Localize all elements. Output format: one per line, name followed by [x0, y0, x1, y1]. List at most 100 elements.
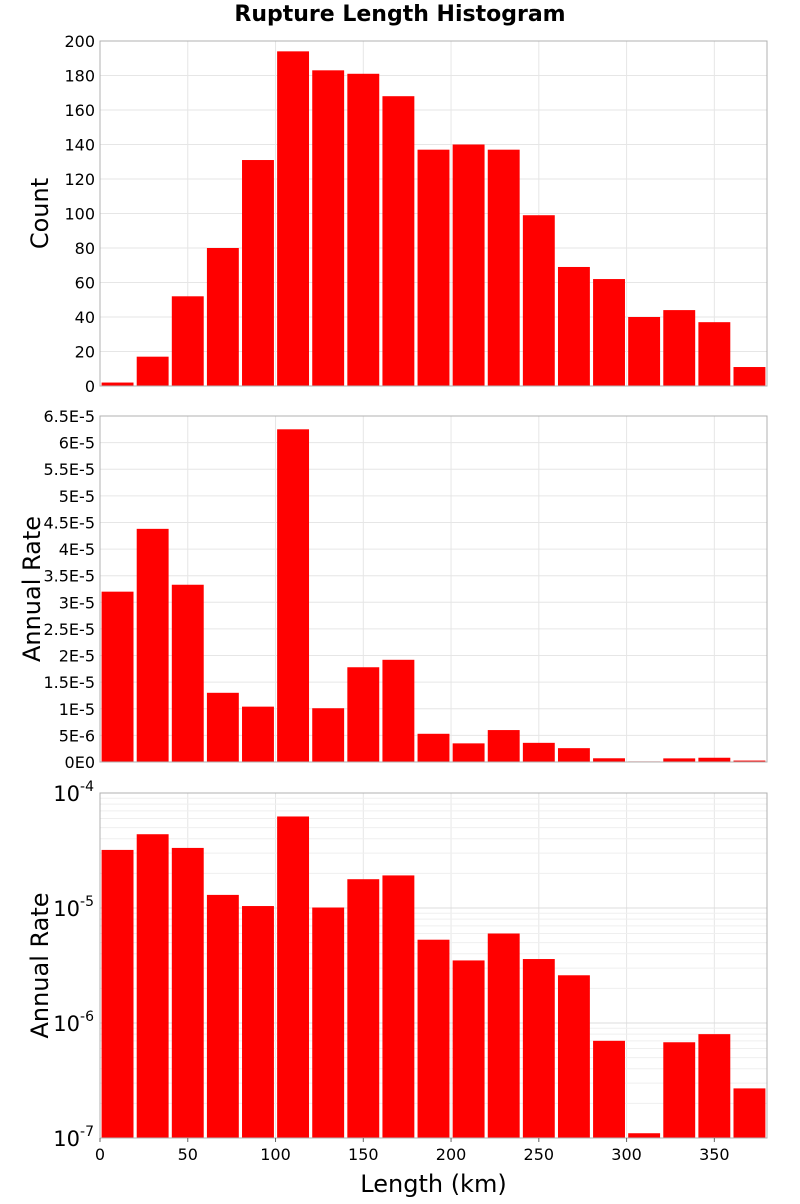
bar	[136, 834, 169, 1138]
bar	[312, 70, 345, 386]
bar	[593, 758, 625, 762]
y-tick-label: 2.5E-5	[43, 620, 95, 639]
bar	[101, 382, 134, 386]
y-tick-label: 6E-5	[59, 434, 95, 453]
bar	[557, 748, 590, 762]
bars	[101, 51, 766, 387]
y-tick-label: 140	[64, 136, 95, 155]
y-tick-label: 10-5	[53, 894, 94, 921]
bar	[382, 659, 415, 762]
bar	[733, 1088, 766, 1138]
bar	[487, 933, 520, 1138]
y-tick-label: 0	[85, 377, 95, 396]
y-axis-label: Annual Rate	[18, 516, 46, 662]
bars	[101, 429, 766, 762]
bar	[171, 296, 204, 386]
y-tick-label: 5.5E-5	[43, 460, 95, 479]
bar	[663, 758, 696, 762]
bar	[206, 692, 239, 762]
y-axis-label: Annual Rate	[26, 892, 54, 1038]
x-tick-label: 100	[260, 1145, 291, 1164]
bar	[452, 960, 485, 1138]
y-tick-label: 1E-5	[59, 700, 95, 719]
bar	[452, 743, 485, 762]
bar	[452, 144, 485, 386]
bar	[171, 847, 204, 1138]
bar	[417, 733, 450, 762]
y-tick-label: 120	[64, 170, 95, 189]
bar	[417, 939, 450, 1138]
y-tick-label: 4E-5	[59, 540, 95, 559]
y-tick-label: 80	[75, 239, 95, 258]
x-tick-label: 50	[178, 1145, 198, 1164]
y-tick-label: 160	[64, 101, 95, 120]
y-tick-label: 10-7	[53, 1124, 94, 1151]
bar	[487, 149, 520, 386]
bar	[698, 1034, 731, 1138]
y-tick-label: 40	[75, 308, 95, 327]
bar	[593, 1040, 625, 1138]
bar	[206, 248, 239, 386]
bar	[312, 708, 345, 762]
y-tick-label: 180	[64, 67, 95, 86]
bar	[733, 760, 766, 762]
panel-1: 0 20 40 60 80 100 120 140 160 180 200 Count	[26, 32, 768, 396]
bar	[101, 591, 134, 762]
bar	[698, 757, 731, 762]
y-tick-label: 0E0	[65, 753, 95, 772]
bars	[101, 816, 766, 1138]
bar	[277, 51, 310, 386]
plot-frame	[99, 792, 768, 1139]
bar	[277, 429, 310, 762]
x-axis-label: Length (km)	[360, 1170, 506, 1198]
x-tick-label: 200	[436, 1145, 467, 1164]
y-tick-label: 2E-5	[59, 647, 95, 666]
bar	[242, 160, 274, 386]
bar	[347, 73, 380, 387]
y-tick-label: 10-6	[53, 1009, 94, 1036]
bar	[522, 959, 555, 1138]
bar	[733, 367, 766, 386]
bar	[312, 907, 345, 1138]
plot-frame	[99, 40, 768, 387]
x-tick-labels: 0 50 100 150 200 250 300 350	[95, 1138, 730, 1164]
bar	[382, 875, 415, 1138]
y-tick-label: 200	[64, 32, 95, 51]
bar	[347, 667, 380, 762]
bar	[663, 1042, 696, 1138]
bar	[557, 266, 590, 386]
y-tick-label: 6.5E-5	[43, 407, 95, 426]
bar	[522, 742, 555, 762]
y-tick-labels: 10-7 10-6 10-5 10-4	[53, 779, 94, 1151]
y-tick-label: 100	[64, 205, 95, 224]
x-tick-label: 350	[699, 1145, 730, 1164]
y-axis-label: Count	[26, 178, 54, 249]
bar	[593, 279, 625, 386]
bar	[628, 317, 661, 386]
panel-3: 10-7 10-6 10-5 10-4 Annual Rate 0 50 100 150 200 2…	[26, 779, 768, 1198]
y-tick-labels: 0 20 40 60 80 100 120 140 160 180 200	[64, 32, 95, 396]
bar	[417, 149, 450, 386]
y-tick-label: 5E-5	[59, 487, 95, 506]
bar	[101, 849, 134, 1138]
y-tick-label: 3E-5	[59, 593, 95, 612]
bar	[628, 1133, 661, 1138]
y-tick-label: 10-4	[53, 779, 94, 806]
y-tick-label: 4.5E-5	[43, 513, 95, 532]
y-tick-label: 5E-6	[59, 726, 95, 745]
bar	[136, 356, 169, 386]
bar	[663, 310, 696, 386]
x-tick-label: 0	[95, 1145, 105, 1164]
x-tick-label: 300	[611, 1145, 642, 1164]
bar	[522, 215, 555, 386]
bar	[171, 584, 204, 762]
plot-frame	[99, 415, 768, 763]
x-tick-label: 250	[524, 1145, 555, 1164]
bar	[277, 816, 310, 1138]
bar	[487, 730, 520, 762]
chart-title: Rupture Length Histogram	[234, 2, 566, 27]
bar	[382, 96, 415, 386]
bar	[136, 528, 169, 762]
